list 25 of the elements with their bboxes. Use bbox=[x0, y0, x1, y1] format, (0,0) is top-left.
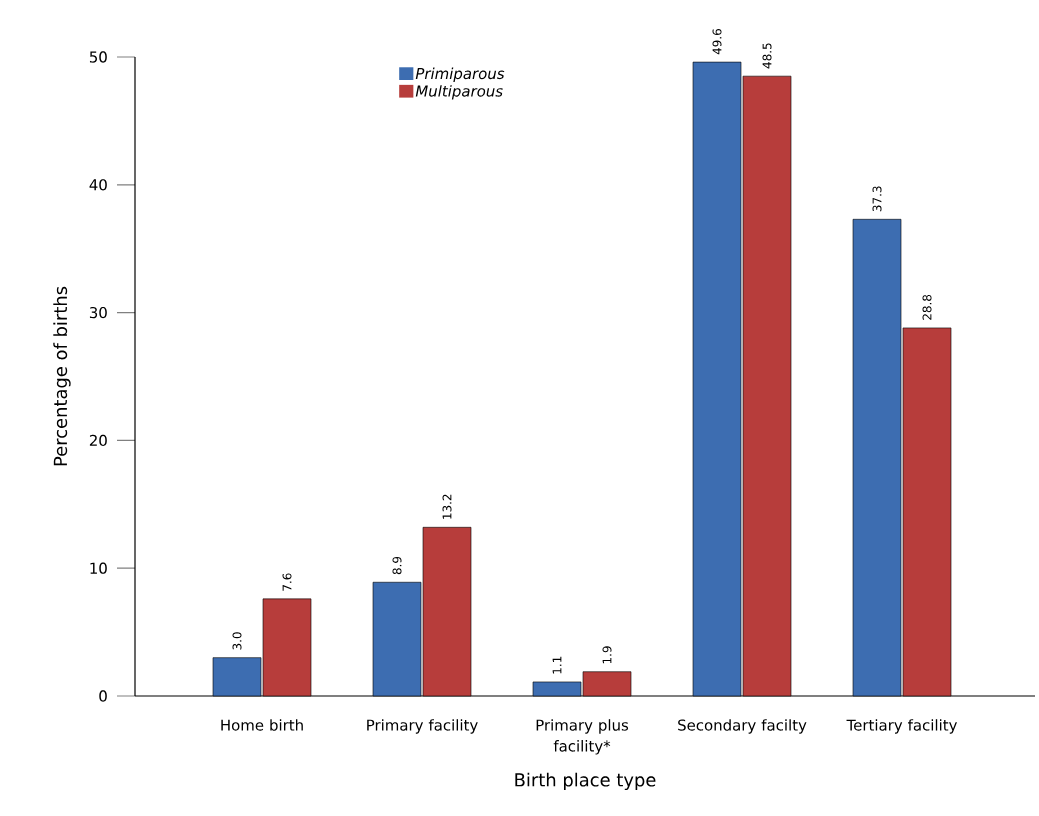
data-label: 1.1 bbox=[552, 656, 562, 674]
data-label: 7.6 bbox=[282, 573, 292, 591]
y-tick-label: 0 bbox=[99, 690, 107, 702]
data-label: 49.6 bbox=[712, 29, 722, 55]
data-label: 1.9 bbox=[602, 646, 612, 664]
x-tick-label: Primary plus facility* bbox=[536, 719, 629, 755]
y-tick-label: 20 bbox=[89, 434, 107, 447]
y-tick-label: 10 bbox=[90, 562, 107, 574]
data-label: 13.2 bbox=[442, 494, 452, 519]
legend-label: Primiparous bbox=[415, 67, 505, 83]
data-label: 28.8 bbox=[922, 294, 932, 320]
y-tick-label: 40 bbox=[89, 179, 107, 191]
y-tick-label: 50 bbox=[89, 51, 107, 63]
x-tick-label: Primary facility bbox=[367, 719, 478, 734]
data-label: 37.3 bbox=[872, 186, 882, 212]
legend-label: Multiparous bbox=[415, 85, 503, 100]
x-tick-label: Home birth bbox=[221, 719, 303, 731]
y-tick-label: 30 bbox=[89, 306, 107, 319]
x-axis-title: Birth place type bbox=[515, 772, 656, 791]
x-tick-label: Tertiary facility bbox=[846, 719, 957, 734]
data-label: 3.0 bbox=[232, 632, 242, 650]
y-axis-title: Percentage of births bbox=[53, 286, 71, 466]
data-label: 8.9 bbox=[392, 556, 402, 575]
x-tick-label: Secondary facilty bbox=[678, 719, 807, 734]
data-label: 48.5 bbox=[762, 43, 772, 69]
